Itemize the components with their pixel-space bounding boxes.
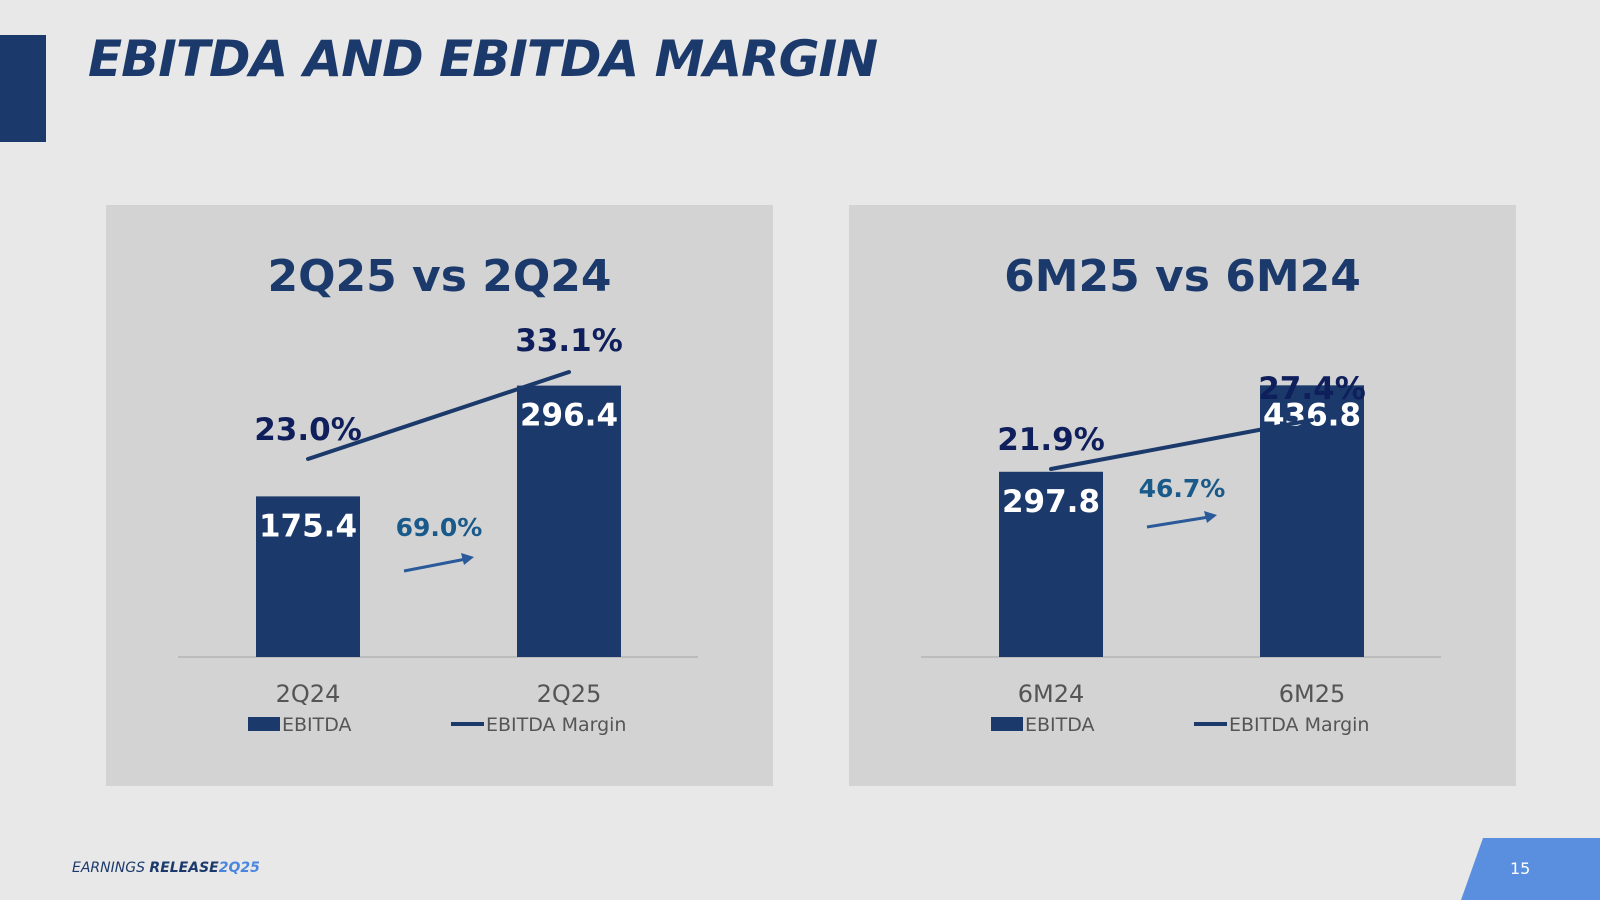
x-tick-label: 6M24 <box>1018 680 1085 708</box>
ebitda-bar <box>999 471 1103 657</box>
growth-label: 69.0% <box>396 513 483 542</box>
ebitda-bar <box>517 385 621 657</box>
footer-brand-bold: RELEASE <box>149 860 219 876</box>
growth-arrow-shaft <box>403 557 467 573</box>
page-number: 15 <box>1510 859 1531 878</box>
margin-value-label: 27.4% <box>1258 371 1366 407</box>
chart-title: 2Q25 vs 2Q24 <box>267 251 611 302</box>
x-tick-label: 6M25 <box>1279 680 1346 708</box>
legend-line-label: EBITDA Margin <box>486 714 626 736</box>
legend-bar-label: EBITDA <box>282 714 352 736</box>
growth-arrow-shaft <box>1146 515 1210 529</box>
margin-line <box>306 370 571 461</box>
bar-value-label: 175.4 <box>259 508 357 544</box>
page-title: EBITDA AND EBITDA MARGIN <box>88 30 878 88</box>
chart-panel-quarter: 2Q25 vs 2Q24 175.4 2Q24 296.4 2Q25 23.0% 33.1%… <box>106 205 773 786</box>
x-tick-label: 2Q25 <box>537 680 602 708</box>
margin-line <box>1049 418 1314 471</box>
legend-bar-label: EBITDA <box>1025 714 1095 736</box>
margin-value-label: 23.0% <box>254 412 362 448</box>
growth-indicator <box>1146 511 1217 529</box>
legend-line-label: EBITDA Margin <box>1229 714 1369 736</box>
chart-title: 6M25 vs 6M24 <box>1004 251 1361 302</box>
chart-svg: 2Q25 vs 2Q24 175.4 2Q24 296.4 2Q25 23.0% 33.1%… <box>178 251 698 736</box>
growth-arrow-head <box>461 553 474 565</box>
footer-brand-text: EARNINGS <box>72 860 145 876</box>
footer-brand-period: 2Q25 <box>218 860 260 876</box>
legend-bar-swatch <box>991 717 1023 731</box>
margin-value-label: 21.9% <box>997 422 1105 458</box>
footer-brand: EARNINGS RELEASE2Q25 <box>72 860 260 876</box>
growth-label: 46.7% <box>1139 474 1226 503</box>
legend-bar-swatch <box>248 717 280 731</box>
chart-panel-half-year: 6M25 vs 6M24 297.8 6M24 436.8 6M25 21.9% 27.4%… <box>849 205 1516 786</box>
growth-indicator <box>403 553 474 573</box>
margin-value-label: 33.1% <box>515 323 623 359</box>
chart-svg: 6M25 vs 6M24297.86M24436.86M2521.9%27.4%… <box>921 251 1441 736</box>
title-accent-bar <box>0 35 46 142</box>
bar-value-label: 297.8 <box>1002 484 1100 520</box>
ebitda-bar <box>256 496 360 657</box>
x-tick-label: 2Q24 <box>276 680 341 708</box>
bar-value-label: 296.4 <box>520 398 618 434</box>
page-number-tab <box>1461 838 1600 900</box>
growth-arrow-head <box>1204 511 1217 523</box>
ebitda-bar <box>1260 385 1364 657</box>
